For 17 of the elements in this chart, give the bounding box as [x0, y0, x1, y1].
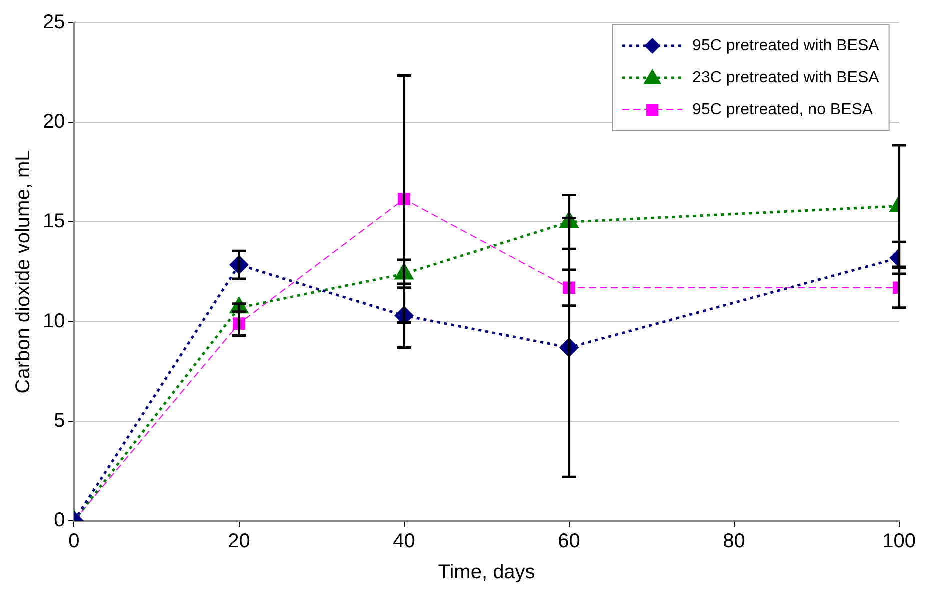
y-axis-title: Carbon dioxide volume, mL: [12, 150, 35, 394]
y-tick-label: 20: [42, 111, 66, 134]
y-tick-label: 10: [42, 310, 66, 332]
y-tick-label: 5: [54, 410, 66, 432]
x-tick-label: 80: [723, 530, 746, 553]
legend-label: 95C pretreated, no BESA: [692, 101, 874, 118]
y-tick-label: 0: [54, 510, 66, 532]
legend-label: 23C pretreated with BESA: [692, 69, 880, 86]
x-axis-title: Time, days: [438, 562, 536, 584]
x-tick-label: 0: [68, 530, 80, 553]
x-tick-label: 100: [882, 530, 916, 553]
y-tick-label: 15: [42, 210, 66, 233]
x-tick-label: 60: [558, 530, 580, 553]
legend-label: 95C pretreated with BESA: [692, 37, 880, 54]
x-tick-label: 20: [228, 530, 250, 553]
y-tick-label: 25: [42, 12, 66, 34]
x-tick-label: 40: [393, 530, 416, 553]
